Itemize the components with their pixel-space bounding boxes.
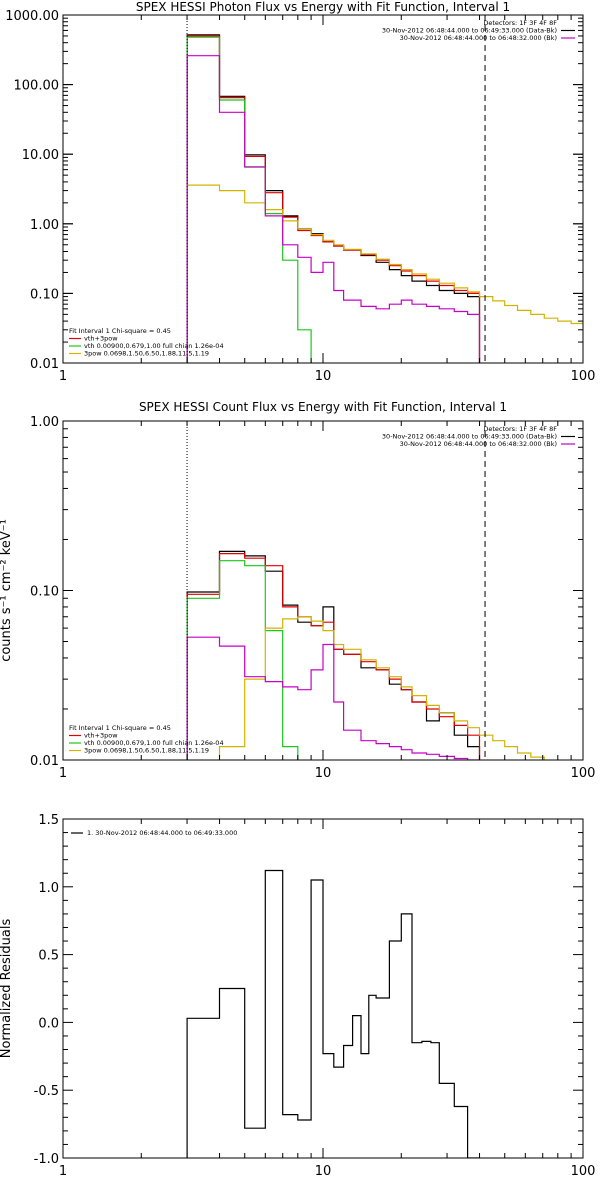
photon-ytick-label: 1.00: [30, 218, 59, 233]
residuals-xtick-label: 1: [59, 1164, 67, 1179]
residuals-ytick-label: 0.5: [38, 949, 59, 964]
count-xtick-label: 100: [571, 766, 596, 781]
residuals-ytick-label: 1.0: [38, 881, 59, 896]
photon-xtick-label: 1: [59, 369, 67, 384]
residuals-ytick-label: 0.0: [38, 1016, 59, 1031]
residuals-series-1-30-nov-2012-06-48-44-000-to-06-49-33-000: [186, 869, 481, 1158]
count-series-3pow: [218, 616, 545, 760]
count-xtick-label: 1: [59, 766, 67, 781]
photon-ytick-label: 1000.00: [5, 9, 59, 24]
count-ytick-label: 0.10: [30, 585, 59, 600]
count-legend-text: Detectors: 1F 3F 4F 8F: [483, 425, 557, 433]
count-panel: [62, 420, 584, 761]
photon-ytick-label: 0.01: [30, 357, 59, 372]
photon-legend-text: 30-Nov-2012 06:48:44.000 to 06:49:33.000…: [382, 27, 557, 35]
photon-ytick-label: 0.10: [30, 287, 59, 302]
residuals-series-group: [186, 869, 481, 1158]
photon-legend-text: vth+3pow: [84, 335, 118, 343]
count-xtick-label: 10: [315, 766, 332, 781]
photon-xtick-label: 10: [315, 369, 332, 384]
count-legend-text: vth+3pow: [84, 732, 118, 740]
photon-ytick-label: 100.00: [14, 79, 60, 94]
residuals-ytick-label: -0.5: [34, 1084, 59, 1099]
photon-legend-text: vth 0.00900,0.679,1.00 full chian 1.26e-…: [84, 342, 224, 350]
count-series-bk: [186, 636, 481, 760]
residuals-ylabel: Normalized Residuals: [0, 919, 14, 1059]
count-legend-text: vth 0.00900,0.679,1.00 full chian 1.26e-…: [84, 739, 224, 747]
photon-legend-text: Detectors: 1F 3F 4F 8F: [483, 19, 557, 27]
count-legend-text: 3pow 0.0698,1.50,6.50,1.88,11.5,1.19: [84, 747, 209, 755]
photon-xtick-label: 100: [571, 369, 596, 384]
residuals-xtick-label: 100: [571, 1164, 596, 1179]
photon-legend-text: 3pow 0.0698,1.50,6.50,1.88,11.5,1.19: [84, 350, 209, 358]
residuals-legend-text: 1. 30-Nov-2012 06:48:44.000 to 06:49:33.…: [87, 829, 237, 837]
count-ytick-label: 0.01: [30, 754, 59, 769]
photon-panel: [62, 14, 584, 364]
photon-series-bk: [186, 55, 481, 363]
residuals-ytick-label: -1.0: [34, 1152, 59, 1167]
count-legend-text: 30-Nov-2012 06:48:44.000 to 06:49:33.000…: [382, 433, 557, 441]
photon-ytick-label: 10.00: [22, 148, 59, 163]
photon-title: SPEX HESSI Photon Flux vs Energy with Fi…: [136, 0, 510, 14]
count-legend-text: Fit Interval 1 Chi-square = 0.45: [69, 724, 171, 732]
count-title: SPEX HESSI Count Flux vs Energy with Fit…: [139, 400, 507, 414]
photon-legend-text: Fit Interval 1 Chi-square = 0.45: [69, 327, 171, 335]
residuals-panel: [62, 818, 584, 1159]
count-series-vth: [186, 560, 299, 760]
residuals-xtick-label: 10: [315, 1164, 332, 1179]
residuals-ytick-label: 1.5: [38, 813, 59, 828]
count-legend-text: 30-Nov-2012 06:48:44.000 to 06:48:32.000…: [400, 440, 557, 448]
count-ylabel: counts s⁻¹ cm⁻² keV⁻¹: [0, 519, 14, 662]
count-ytick-label: 1.00: [30, 415, 59, 430]
photon-legend-text: 30-Nov-2012 06:48:44.000 to 06:48:32.000…: [400, 34, 557, 42]
photon-series-group: [186, 34, 583, 363]
count-series-group: [186, 550, 545, 760]
